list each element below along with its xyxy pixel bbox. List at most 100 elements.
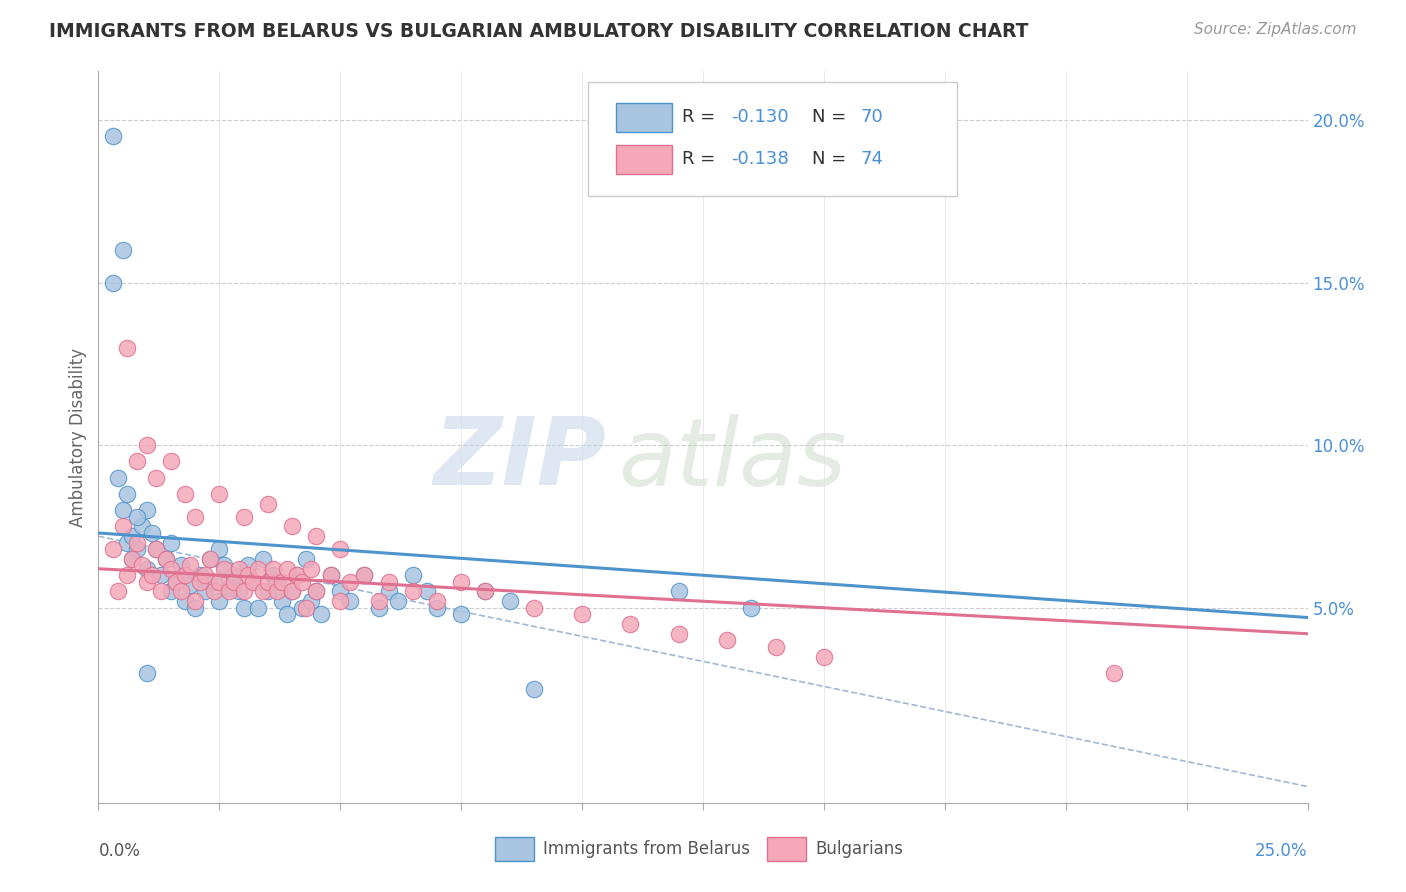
Point (135, 503, 157, 517)
Point (339, 574, 361, 589)
FancyBboxPatch shape (495, 838, 534, 861)
Point (135, 574, 157, 589)
Text: N =: N = (811, 109, 852, 127)
Point (353, 568, 375, 582)
Point (474, 584, 496, 599)
Point (194, 568, 217, 582)
Point (150, 568, 173, 582)
Point (127, 542, 149, 557)
Point (145, 471, 167, 485)
Point (198, 552, 221, 566)
Point (131, 558, 153, 573)
Point (174, 594, 197, 608)
Point (339, 594, 361, 608)
Point (247, 562, 270, 576)
Point (252, 552, 274, 566)
Point (377, 574, 399, 589)
Point (290, 574, 312, 589)
Point (101, 129, 124, 144)
Point (285, 568, 308, 582)
Point (101, 276, 124, 290)
Point (813, 649, 835, 664)
Point (179, 578, 201, 592)
Point (179, 558, 201, 573)
Point (353, 568, 375, 582)
Point (450, 574, 472, 589)
Point (299, 594, 322, 608)
Point (329, 594, 352, 608)
Point (319, 568, 342, 582)
FancyBboxPatch shape (768, 838, 806, 861)
Point (498, 594, 520, 608)
Point (309, 607, 332, 622)
Point (117, 568, 139, 582)
Point (117, 341, 139, 355)
Point (523, 600, 546, 615)
Point (571, 607, 593, 622)
Point (281, 584, 304, 599)
Point (135, 438, 157, 452)
Point (169, 584, 191, 599)
Point (212, 562, 235, 576)
Point (238, 558, 260, 573)
Point (368, 600, 391, 615)
Point (290, 600, 312, 615)
Point (127, 535, 149, 549)
Point (141, 526, 163, 541)
Point (271, 594, 294, 608)
Point (101, 542, 124, 557)
Point (281, 584, 304, 599)
Point (416, 584, 439, 599)
Point (377, 584, 399, 599)
Text: -0.138: -0.138 (731, 150, 789, 168)
Point (145, 542, 167, 557)
Point (188, 574, 211, 589)
Point (242, 574, 264, 589)
Point (218, 584, 240, 599)
FancyBboxPatch shape (616, 103, 672, 132)
Point (266, 584, 288, 599)
Point (474, 584, 496, 599)
Point (247, 600, 270, 615)
Point (208, 542, 231, 557)
Point (117, 535, 139, 549)
Point (238, 568, 260, 582)
Point (218, 581, 240, 595)
Point (228, 584, 250, 599)
Point (160, 562, 183, 576)
Point (107, 471, 129, 485)
Point (305, 584, 328, 599)
Point (194, 584, 217, 599)
Text: Bulgarians: Bulgarians (815, 840, 904, 858)
Point (668, 626, 690, 640)
Point (765, 640, 787, 654)
Text: Source: ZipAtlas.com: Source: ZipAtlas.com (1194, 22, 1357, 37)
Point (716, 633, 738, 648)
Point (222, 574, 245, 589)
Point (402, 568, 425, 582)
Point (169, 558, 191, 573)
Point (160, 584, 183, 599)
Point (329, 542, 352, 557)
Point (174, 487, 197, 501)
Point (131, 519, 153, 533)
Y-axis label: Ambulatory Disability: Ambulatory Disability (69, 348, 87, 526)
Text: 0.0%: 0.0% (98, 842, 141, 860)
Point (198, 552, 221, 566)
Point (329, 584, 352, 599)
Point (281, 519, 304, 533)
Point (111, 519, 134, 533)
Point (305, 529, 328, 543)
Point (204, 574, 226, 589)
Point (174, 568, 197, 582)
Point (155, 552, 177, 566)
Point (242, 574, 264, 589)
Point (184, 594, 207, 608)
Text: 74: 74 (860, 150, 883, 168)
Text: Immigrants from Belarus: Immigrants from Belarus (543, 840, 751, 858)
Point (368, 594, 391, 608)
Text: -0.130: -0.130 (731, 109, 789, 127)
Point (252, 584, 274, 599)
Point (295, 600, 318, 615)
Point (232, 584, 254, 599)
